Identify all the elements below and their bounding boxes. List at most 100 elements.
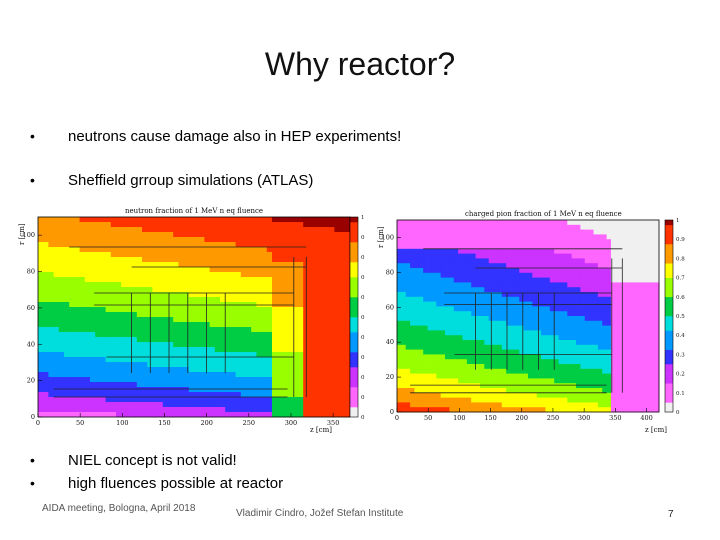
- colorbar-segment: [665, 344, 673, 350]
- colorbar-segment: [350, 277, 358, 283]
- x-tick-label: 400: [640, 414, 652, 422]
- y-tick-label: 20: [386, 373, 394, 381]
- colorbar-tick-label: 0.9: [361, 235, 365, 241]
- colorbar-segment: [665, 388, 673, 394]
- heatmap-svg: 0 50 100 150 200 250 300 350 400 0 20 40 60 80 100 0 0.1…: [382, 218, 686, 422]
- colorbar-segment: [350, 267, 358, 273]
- detector-outline: [53, 246, 307, 398]
- slide-title: Why reactor?: [264, 46, 456, 82]
- bullet-marker: •: [30, 172, 35, 188]
- colorbar-segment: [665, 392, 673, 398]
- colorbar-segment: [665, 234, 673, 240]
- colorbar-segment: [665, 244, 673, 250]
- colorbar-segment: [665, 272, 673, 278]
- x-tick-label: 250: [547, 414, 559, 422]
- colorbar-segment: [665, 248, 673, 254]
- y-tick-label: 80: [27, 268, 35, 276]
- colorbar-segment: [350, 392, 358, 398]
- colorbar-segment: [350, 347, 358, 353]
- colorbar-segment: [665, 277, 673, 283]
- colorbar-tick-label: 0.3: [676, 352, 685, 358]
- colorbar-tick-label: 1: [676, 218, 680, 224]
- colorbar-segment: [665, 354, 673, 360]
- colorbar-tick-label: 0: [361, 415, 365, 421]
- footer-center: Vladimir Cindro, Jožef Stefan Institute: [236, 508, 404, 519]
- plot-title: charged pion fraction of 1 MeV n eq flue…: [465, 210, 622, 218]
- colorbar-segment: [665, 364, 673, 370]
- colorbar-segment: [350, 407, 358, 413]
- colorbar-tick-label: 0.4: [361, 335, 365, 341]
- colorbar-segment: [665, 383, 673, 389]
- bullet-text: high fluences possible at reactor: [68, 475, 284, 492]
- colorbar-segment: [350, 387, 358, 393]
- x-tick-label: 0: [395, 414, 399, 422]
- colorbar-segment: [350, 282, 358, 288]
- x-tick-label: 50: [76, 419, 84, 427]
- bullet-marker: •: [30, 475, 35, 491]
- x-tick-label: 300: [578, 414, 590, 422]
- colorbar-segment: [665, 320, 673, 326]
- colorbar-tick-label: 0.3: [361, 355, 365, 361]
- bullet-text: NIEL concept is not valid!: [68, 452, 237, 469]
- colorbar-tick-label: 0.7: [361, 275, 365, 281]
- colorbar-segment: [350, 342, 358, 348]
- colorbar-segment: [665, 402, 673, 408]
- colorbar-segment: [665, 296, 673, 302]
- colorbar-segment: [665, 311, 673, 317]
- colorbar-segment: [665, 325, 673, 331]
- bullet-item: • Sheffield grroup simulations (ATLAS): [30, 172, 313, 189]
- colorbar-segment: [350, 242, 358, 248]
- colorbar-segment: [350, 232, 358, 238]
- y-tick-label: 60: [386, 303, 394, 311]
- plot-title: neutron fraction of 1 MeV n eq fluence: [125, 207, 264, 215]
- x-tick-label: 350: [609, 414, 621, 422]
- colorbar-segment: [350, 247, 358, 253]
- colorbar-segment: [350, 412, 358, 418]
- colorbar-segment: [350, 297, 358, 303]
- colorbar: [350, 217, 358, 418]
- plot-frame: [396, 219, 660, 413]
- bullet-marker: •: [30, 452, 35, 468]
- colorbar-segment: [350, 252, 358, 258]
- colorbar-segment: [665, 359, 673, 365]
- colorbar-segment: [665, 287, 673, 293]
- y-tick-label: 100: [23, 231, 35, 239]
- x-tick-label: 50: [424, 414, 432, 422]
- colorbar-segment: [350, 337, 358, 343]
- y-tick-label: 40: [27, 340, 35, 348]
- x-tick-label: 150: [158, 419, 170, 427]
- colorbar-frame: [349, 216, 359, 418]
- colorbar-segment: [350, 287, 358, 293]
- x-tick-label: 100: [116, 419, 128, 427]
- colorbar-tick-label: 0.1: [361, 395, 365, 401]
- colorbar-segment: [665, 268, 673, 274]
- y-tick-label: 60: [27, 304, 35, 312]
- colorbar-segment: [665, 229, 673, 235]
- bullet-item: • NIEL concept is not valid!: [30, 452, 237, 469]
- colorbar-tick-label: 0.8: [361, 255, 365, 261]
- colorbar-segment: [350, 227, 358, 233]
- colorbar-segment: [665, 340, 673, 346]
- colorbar-segment: [350, 367, 358, 373]
- colorbar-segment: [350, 222, 358, 228]
- colorbar-tick-label: 0.9: [676, 237, 685, 243]
- x-tick-label: 250: [243, 419, 255, 427]
- colorbar-segment: [350, 327, 358, 333]
- y-tick-label: 0: [390, 408, 394, 416]
- colorbar-tick-label: 1: [361, 215, 365, 221]
- colorbar-segment: [665, 239, 673, 245]
- colorbar-segment: [665, 378, 673, 384]
- bullet-text: neutrons cause damage also in HEP experi…: [68, 128, 402, 145]
- colorbar-segment: [350, 307, 358, 313]
- colorbar-segment: [665, 397, 673, 403]
- colorbar-segment: [350, 402, 358, 408]
- colorbar-segment: [665, 373, 673, 379]
- x-tick-label: 200: [516, 414, 528, 422]
- colorbar-segment: [665, 253, 673, 259]
- y-tick-label: 40: [386, 338, 394, 346]
- colorbar-segment: [350, 262, 358, 268]
- colorbar-tick-label: 0.2: [676, 372, 685, 378]
- colorbar-tick-label: 0.2: [361, 375, 365, 381]
- colorbar-segment: [350, 237, 358, 243]
- colorbar-segment: [665, 301, 673, 307]
